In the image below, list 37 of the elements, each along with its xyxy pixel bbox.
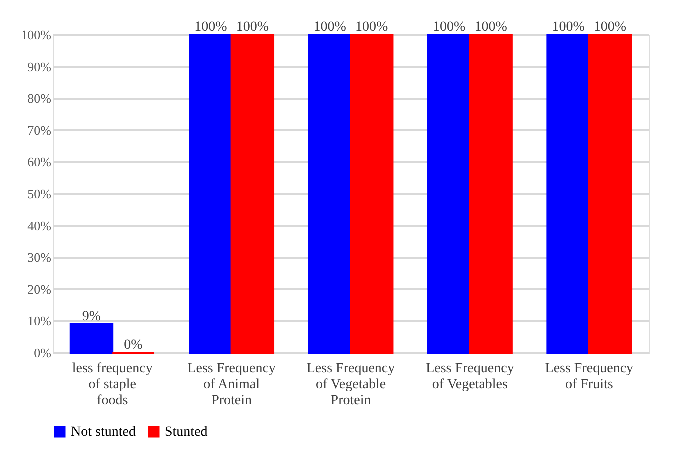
bar — [70, 323, 114, 354]
y-tick-label: 20% — [28, 282, 52, 297]
x-tick-label: Less Frequency of Vegetables — [426, 362, 514, 392]
data-label: 100% — [356, 20, 389, 35]
bar — [546, 34, 590, 354]
bar — [308, 34, 352, 354]
data-label: 0% — [124, 338, 144, 353]
x-tick-label: Less Frequency of Animal Protein — [188, 362, 276, 408]
y-tick-label: 100% — [21, 28, 52, 42]
y-tick-label: 30% — [28, 250, 52, 266]
data-label: 100% — [594, 20, 627, 35]
y-tick-label: 50% — [28, 186, 52, 202]
data-label: 100% — [474, 20, 508, 35]
data-label: 100% — [314, 20, 347, 35]
x-tick-label: less frequency of staple foods — [72, 362, 153, 408]
bar — [230, 34, 275, 354]
y-tick-label: 60% — [28, 154, 52, 170]
x-tick-label: Less Frequency of Fruits — [545, 362, 634, 392]
data-label: 100% — [552, 20, 586, 35]
y-tick-label: 10% — [28, 314, 52, 329]
x-tick-label: Less Frequency of Vegetable Protein — [306, 362, 396, 408]
y-tick-label: 0% — [34, 346, 52, 360]
y-tick-label: 70% — [28, 122, 52, 138]
bar — [427, 34, 472, 354]
bar — [350, 34, 394, 354]
data-label: 100% — [433, 20, 466, 35]
data-label: 100% — [194, 20, 228, 35]
data-label: 9% — [82, 309, 102, 324]
legend-label: Stunted — [165, 425, 208, 440]
y-tick-label: 40% — [28, 218, 52, 234]
bar — [588, 34, 632, 354]
bar — [469, 34, 513, 354]
y-tick-label: 80% — [28, 91, 52, 106]
bar — [189, 34, 233, 354]
data-label: 100% — [236, 20, 270, 35]
legend-label: Not stunted — [71, 425, 136, 440]
y-tick-label: 90% — [28, 59, 52, 74]
